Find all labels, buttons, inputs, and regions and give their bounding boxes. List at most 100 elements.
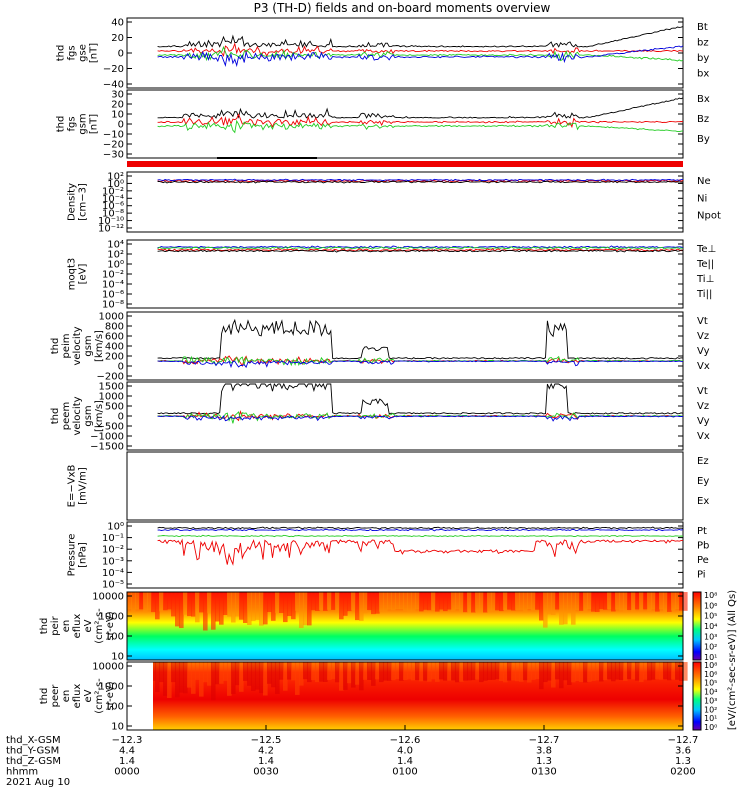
xtick-label: 0000 [114,767,139,778]
spectrogram-column [231,662,236,694]
panel-frame [126,89,684,159]
spectrogram-column [219,592,224,625]
spectrogram-column [479,662,484,683]
series-line [157,249,684,253]
spectrogram-column [303,592,308,626]
ytick-label: 10⁰ [107,260,124,271]
panel-ylabel: thdfgsgsm[nT] [56,113,100,134]
spectrogram-column [175,592,180,627]
spectrogram-column [299,662,304,686]
xtick-label: 1.3 [675,756,691,767]
spectrogram-column [567,662,572,685]
spectrogram-column [663,592,668,612]
spectrogram-column [287,592,292,616]
panel-peem-velocity: thdpeemvelocitygsm[km/s] [50,381,684,451]
legend-label-ne: Ne [697,176,711,187]
panel-frame [126,521,684,589]
spectrogram-column [375,662,380,680]
spectrogram-column [595,592,600,612]
spectrogram-column [615,662,620,680]
spectrogram-column [487,662,492,680]
spectrogram-column [171,662,176,683]
spectrogram-column [551,592,556,615]
spectrogram-column [511,592,516,611]
series-line [157,528,684,532]
legend-label-bx: Bx [697,94,710,105]
series-line [157,534,684,538]
spectrogram-column [587,592,592,610]
spectrogram-column [259,662,264,694]
xtick-label: −12.3 [112,735,143,746]
spectrogram-column [495,662,500,680]
series-line [157,245,684,249]
spectrogram-column [523,662,528,681]
spectrogram-column [623,592,628,613]
ytick-label: 10⁻² [102,270,124,281]
legend-label-ez: Ez [697,456,709,467]
colorbar-tick: 10² [704,705,717,714]
spectrogram-column [275,592,280,614]
spectrogram-column [167,662,172,698]
spectrogram-column [611,662,616,682]
xtick-label: 1.4 [119,756,135,767]
ytick-label: 10² [107,250,124,261]
ytick-label: 20 [111,100,124,111]
spectrogram-column [503,592,508,611]
legend-label-vz: Vz [697,401,709,412]
ytick-label: 1000 [99,392,124,403]
ytick-label: −40 [103,80,124,91]
spectrogram-column [339,592,344,620]
spectrogram-column [391,592,396,611]
xtick-label: 1.4 [258,756,274,767]
spectrogram-column [223,662,228,681]
spectrogram-column [519,592,524,610]
spectrogram-column [579,662,584,682]
spectrogram-column [563,592,568,625]
spectrogram-column [623,662,628,681]
spectrogram-column [375,592,380,614]
spectrogram-column [491,592,496,612]
spectrogram-column [471,592,476,613]
spectrogram-column [587,662,592,682]
colorbar-tick: 10⁸ [704,661,717,670]
spectrogram-column [471,662,476,681]
legend-label-bz: Bz [697,114,709,125]
spectrogram-column [247,662,252,686]
series-line [157,180,684,184]
spectrogram-column [483,662,488,681]
spectrogram-column [519,662,524,682]
spectrogram-column [267,592,272,612]
spectrogram-column [439,592,444,610]
spectrogram-column [331,592,336,610]
series-line [157,382,684,415]
legend-label-ti||: Ti|| [696,289,712,300]
spectrogram-column [131,592,136,612]
spectrogram-column [367,662,372,680]
colorbar: [eV/(cm²-sec-sr-eV)] (All Qs) [692,590,738,731]
spectrogram-column [555,662,560,680]
spectrogram-column [175,662,180,698]
legend-label-vy: Vy [697,346,710,357]
series-line [157,246,684,250]
ytick-label: 40 [111,18,124,29]
ytick-label: −30 [103,150,124,161]
spectrogram-column [679,592,684,611]
spectrogram-column [271,662,276,688]
spectrogram-column [371,662,376,686]
spectrogram-column [667,592,672,612]
spectrogram-column [451,592,456,611]
legend-label-pt: Pt [697,526,707,537]
xtick-label: 0200 [670,767,695,778]
ytick-label: 400 [105,342,124,353]
spectrogram-column [343,592,348,616]
spectrogram-column [563,662,568,681]
ytick-label: −10 [103,130,124,141]
spectrogram-column [543,592,548,628]
spectrogram-column [455,592,460,610]
ytick-label: 800 [105,322,124,333]
spectrogram-column [147,592,152,611]
spectrogram-column [655,592,660,612]
spectrogram-column [443,662,448,681]
spectrogram-column [163,592,168,611]
